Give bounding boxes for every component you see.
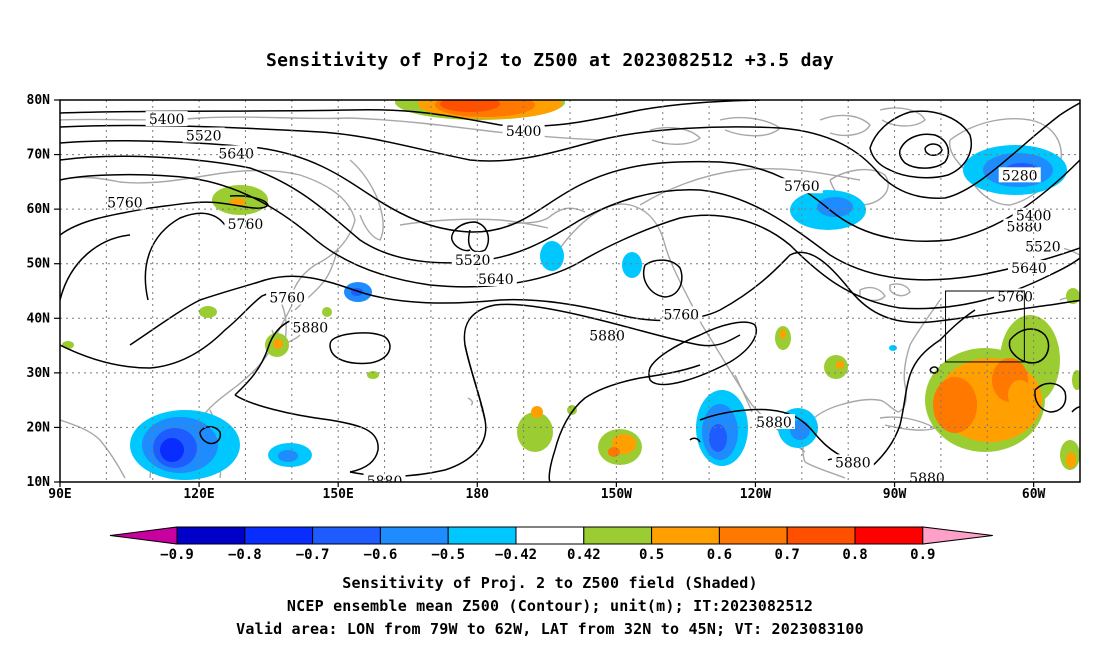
contour-label: 5880 (909, 471, 945, 487)
lat-tick-label: 30N (27, 366, 51, 381)
colorbar-swatch (312, 526, 381, 545)
colorbar-label: 0.7 (775, 547, 800, 563)
contour-label-bg (224, 215, 267, 231)
colorbar-label: −0.9 (160, 547, 194, 563)
contour-label-bg (586, 327, 629, 343)
lon-tick-label: 120E (183, 487, 214, 502)
contour-label: 5520 (1025, 239, 1061, 255)
contour-label: 5640 (218, 146, 254, 162)
contour-label: 5880 (589, 329, 625, 345)
lat-tick-label: 70N (27, 148, 51, 163)
contour-label-bg (289, 319, 332, 335)
contour-label: 5280 (1002, 168, 1038, 184)
map-frame (59, 99, 1081, 483)
caption-shading: Sensitivity of Proj. 2 to Z500 field (Sh… (342, 574, 758, 592)
contour-label-bg (145, 111, 188, 127)
contour-label: 5760 (228, 217, 264, 233)
z500-contours (60, 100, 1080, 482)
contour-label: 5400 (1016, 209, 1052, 225)
contour-label-bg (215, 145, 258, 161)
lat-tick-label: 20N (27, 420, 51, 435)
contour-label-bg (906, 470, 948, 482)
contour-labels: 5400552056405760576057605880540055205640… (103, 111, 1064, 490)
chart-title: Sensitivity of Proj2 to Z500 at 20230825… (266, 50, 834, 71)
contour-label: 5880 (293, 321, 329, 337)
contour-label: 5880 (756, 415, 792, 431)
colorbar-swatch (244, 526, 314, 545)
contour-label-bg (998, 167, 1041, 183)
colorbar-swatch (786, 526, 856, 545)
lon-tick-label: 90W (883, 487, 907, 502)
colorbar-label: 0.9 (910, 547, 935, 563)
contour-label: 5400 (149, 112, 185, 128)
contour-label: 5880 (367, 474, 403, 490)
colorbar-label: −0.6 (364, 547, 398, 563)
contour-label: 5520 (455, 253, 491, 269)
lat-tick-label: 50N (27, 257, 51, 272)
lon-tick-label: 180 (466, 487, 490, 502)
colorbar: −0.9 −0.8 −0.7 −0.6 −0.5 −0.42 0.42 0.5 0.6 0.7 0.… (109, 526, 993, 563)
contour-label: 5760 (269, 291, 305, 307)
colorbar-swatch (176, 526, 246, 545)
lat-tick-label: 60N (27, 202, 51, 217)
contour-label-bg (103, 194, 146, 210)
lon-tick-label: 120W (740, 487, 771, 502)
sensitivity-map: 5400552056405760576057605880540055205640… (27, 93, 1081, 563)
contour-label: 5760 (107, 196, 143, 212)
colorbar-label: 0.5 (639, 547, 664, 563)
colorbar-swatch (854, 526, 924, 545)
lat-tick-label: 10N (27, 475, 51, 490)
colorbar-swatch (447, 526, 517, 545)
contour-label: 5760 (663, 307, 699, 323)
colorbar-high-triangle (922, 526, 993, 545)
colorbar-swatch (515, 526, 585, 545)
lat-tick-label: 40N (27, 311, 51, 326)
contour-label-bg (660, 306, 703, 322)
contour-label: 5760 (997, 289, 1033, 305)
colorbar-label: 0.8 (842, 547, 867, 563)
contour-label: 5640 (478, 272, 514, 288)
contour-label: 5400 (506, 124, 542, 140)
lon-tick-label: 90E (48, 487, 71, 502)
contour-label-bg (266, 289, 309, 305)
contour-label: 5880 (1007, 220, 1043, 236)
valid-area-box (945, 290, 1025, 363)
colorbar-label: −0.5 (431, 547, 465, 563)
lat-tick-label: 80N (27, 93, 51, 108)
colorbar-swatch (651, 526, 720, 545)
latitude-axis: 80N 70N 60N 50N 40N 30N 20N 10N (27, 93, 60, 490)
contour-label-bg (451, 251, 494, 267)
contour-label: 5760 (784, 179, 820, 195)
caption-contour: NCEP ensemble mean Z500 (Contour); unit(… (286, 597, 814, 615)
map-gridlines (60, 100, 1080, 482)
contour-label: 5520 (186, 128, 222, 144)
colorbar-swatch (583, 526, 653, 545)
lon-tick-label: 60W (1022, 487, 1046, 502)
lon-tick-label: 150W (601, 487, 632, 502)
contour-label-bg (474, 270, 517, 286)
colorbar-label: 0.6 (707, 547, 732, 563)
colorbar-label: −0.42 (495, 547, 537, 563)
colorbar-label: −0.7 (296, 547, 330, 563)
contour-label-bg (994, 288, 1037, 304)
colorbar-label: 0.42 (567, 547, 601, 563)
colorbar-low-triangle (109, 526, 178, 545)
contour-label: 5640 (1011, 261, 1047, 277)
contour-label-bg (363, 472, 406, 482)
colorbar-swatch (379, 526, 449, 545)
contour-label-bg (1021, 238, 1064, 254)
caption-valid-area: Valid area: LON from 79W to 62W, LAT fro… (236, 620, 864, 638)
colorbar-swatch (718, 526, 788, 545)
contour-label: 5880 (835, 455, 871, 471)
contour-label-bg (753, 413, 795, 429)
contour-label-bg (831, 454, 874, 470)
contour-label-bg (182, 127, 225, 143)
longitude-axis: 90E 120E 150E 180 150W 120W 90W 60W (48, 482, 1046, 502)
colorbar-label: −0.8 (228, 547, 262, 563)
lon-tick-label: 150E (323, 487, 354, 502)
